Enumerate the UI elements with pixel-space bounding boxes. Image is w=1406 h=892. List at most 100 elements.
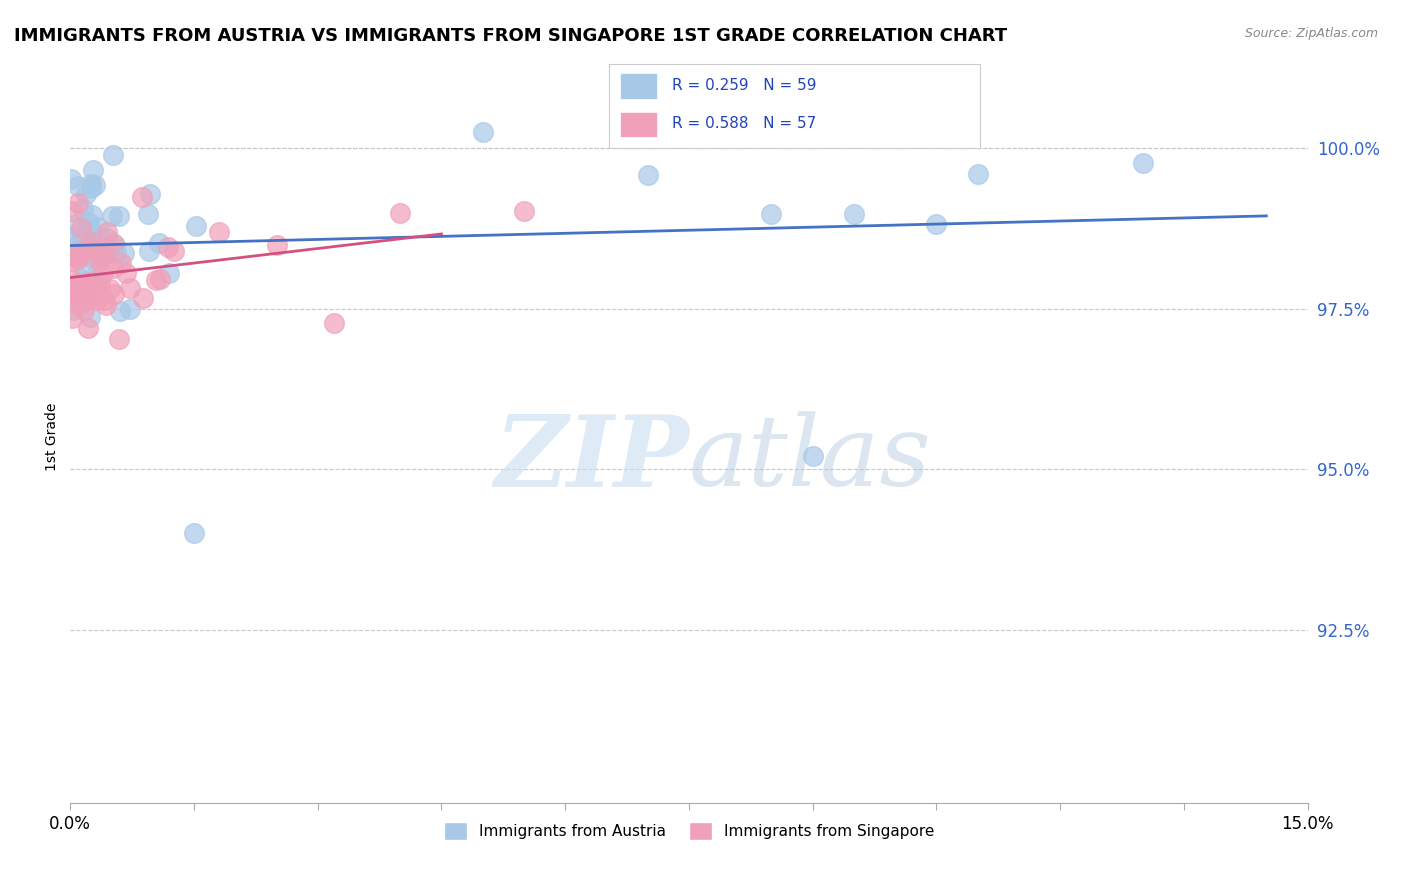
Point: [110, 256, 132, 270]
Point: [67, 285, 90, 299]
Point: [60, 288, 83, 302]
Point: [60, 247, 83, 261]
Point: [138, 244, 160, 259]
Point: [86, 282, 108, 296]
Point: [471, 125, 494, 139]
Point: [66, 237, 89, 252]
Point: [67, 249, 90, 263]
Text: IMMIGRANTS FROM AUSTRIA VS IMMIGRANTS FROM SINGAPORE 1ST GRADE CORRELATION CHART: IMMIGRANTS FROM AUSTRIA VS IMMIGRANTS FR…: [14, 27, 1007, 45]
Legend: Immigrants from Austria, Immigrants from Singapore: Immigrants from Austria, Immigrants from…: [437, 815, 941, 847]
Point: [93, 293, 115, 307]
Point: [101, 209, 124, 223]
Point: [112, 246, 135, 260]
Point: [148, 235, 170, 250]
Point: [110, 304, 132, 318]
Point: [96, 225, 118, 239]
Point: [62, 228, 84, 243]
Point: [67, 252, 90, 266]
Point: [90, 251, 112, 265]
Point: [105, 245, 128, 260]
Point: [83, 178, 105, 193]
Y-axis label: 1st Grade: 1st Grade: [45, 403, 59, 471]
Point: [323, 316, 346, 330]
Point: [67, 252, 90, 267]
Point: [389, 205, 412, 219]
Point: [79, 244, 101, 258]
Point: [163, 244, 186, 258]
Point: [138, 186, 160, 201]
Point: [145, 273, 167, 287]
Point: [66, 287, 89, 301]
Point: [104, 237, 127, 252]
Point: [80, 208, 103, 222]
Point: [67, 277, 90, 291]
Point: [69, 233, 91, 247]
Point: [75, 224, 97, 238]
Point: [60, 271, 83, 285]
Point: [77, 275, 100, 289]
Point: [637, 168, 659, 182]
Point: [131, 291, 153, 305]
Point: [60, 250, 83, 264]
Point: [80, 235, 103, 249]
Point: [89, 277, 111, 292]
Point: [60, 253, 83, 268]
Point: [69, 284, 91, 298]
Point: [80, 181, 103, 195]
Point: [82, 244, 104, 259]
Point: [67, 196, 90, 211]
Point: [156, 240, 179, 254]
Point: [72, 202, 94, 217]
Point: [79, 221, 101, 235]
Point: [66, 179, 89, 194]
Point: [266, 238, 288, 252]
Point: [103, 286, 125, 301]
Point: [73, 302, 96, 317]
Text: ZIP: ZIP: [494, 411, 689, 508]
Point: [86, 277, 108, 291]
Point: [67, 283, 90, 297]
Point: [138, 207, 160, 221]
Point: [75, 186, 97, 201]
Point: [72, 280, 94, 294]
Point: [87, 219, 110, 234]
Text: atlas: atlas: [689, 411, 932, 507]
Point: [79, 310, 101, 324]
Point: [183, 526, 205, 541]
Point: [73, 279, 96, 293]
Point: [186, 219, 208, 234]
Point: [87, 253, 110, 268]
Point: [79, 178, 101, 192]
Point: [90, 250, 112, 264]
Point: [73, 260, 96, 274]
Point: [62, 303, 84, 318]
Point: [70, 295, 93, 310]
Point: [966, 167, 988, 181]
Point: [103, 261, 125, 276]
Point: [70, 241, 93, 255]
Point: [761, 207, 783, 221]
Point: [82, 162, 104, 177]
Point: [70, 272, 93, 286]
Point: [75, 292, 97, 306]
Point: [925, 217, 948, 231]
Point: [60, 281, 83, 295]
Point: [77, 293, 100, 307]
Point: [60, 204, 83, 219]
Point: [76, 321, 98, 335]
Point: [101, 235, 124, 250]
Point: [93, 246, 115, 260]
Text: Source: ZipAtlas.com: Source: ZipAtlas.com: [1244, 27, 1378, 40]
Point: [94, 247, 117, 261]
Point: [208, 225, 231, 239]
Point: [96, 298, 118, 312]
Point: [69, 281, 91, 295]
Point: [84, 256, 107, 270]
Point: [60, 172, 83, 186]
Point: [86, 293, 108, 308]
Point: [72, 243, 94, 257]
Point: [96, 231, 118, 245]
Point: [60, 311, 83, 326]
Point: [157, 266, 180, 280]
Point: [101, 148, 124, 162]
